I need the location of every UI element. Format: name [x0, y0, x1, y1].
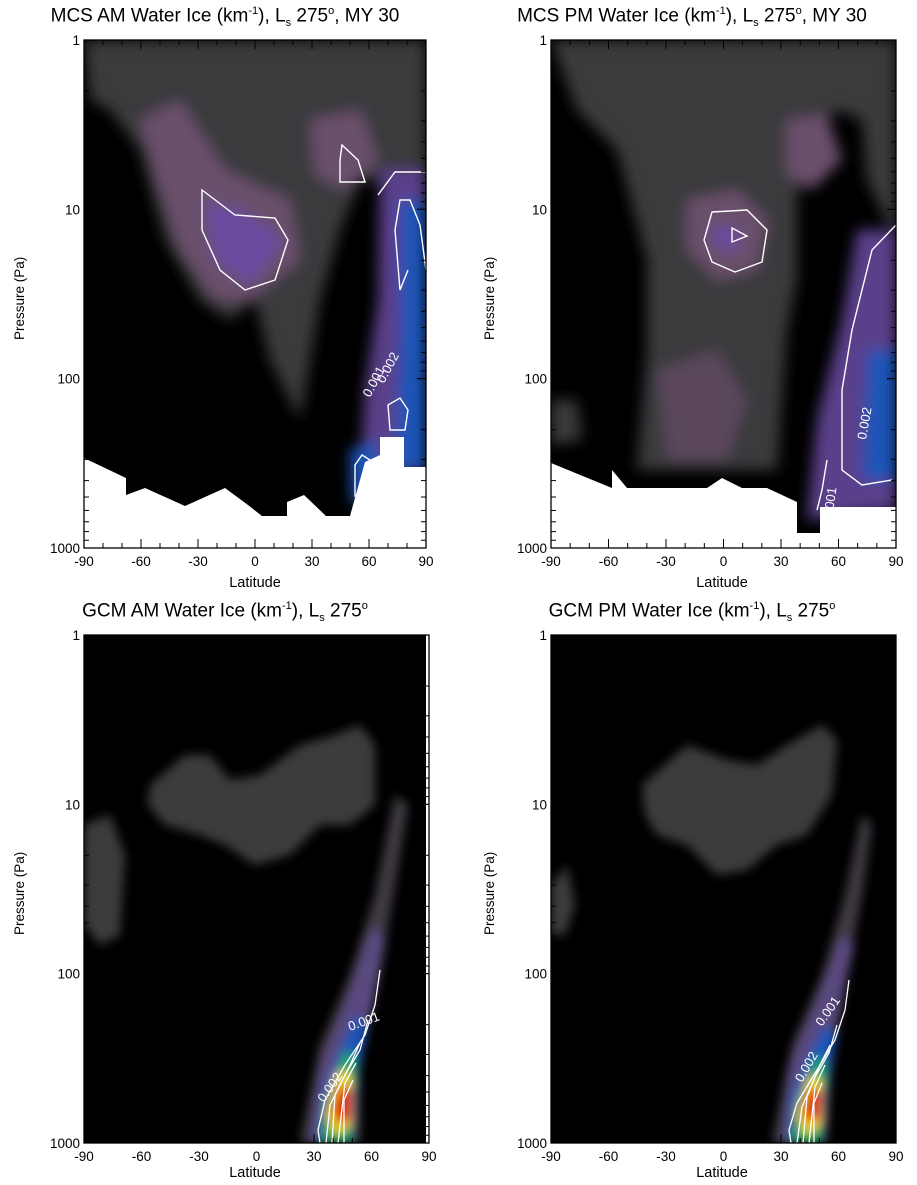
ice-blob-west: [551, 400, 582, 445]
ice-band-upper: [148, 725, 375, 865]
x-axis-label: Latitude: [696, 575, 748, 591]
chart-title: MCS PM Water Ice (km-1), Ls 275o, MY 30: [517, 5, 867, 30]
y-tick-label: 1000: [50, 1136, 80, 1151]
x-tick-label: -30: [656, 554, 676, 569]
y-tick-label: 100: [57, 372, 80, 387]
panel-gcm-pm: GCM PM Water Ice (km-1), Ls 275o Pressur…: [467, 595, 917, 1185]
x-tick-label: 0: [720, 1149, 728, 1164]
y-tick-label: 1000: [517, 1136, 547, 1151]
y-tick-label: 1: [539, 33, 547, 48]
ice-column-core: [862, 350, 896, 480]
y-tick-label: 1: [72, 33, 80, 48]
plot-mcs-pm: 0.002 0.001 -90 -60 -30 0 30 60 90 1 10 100 1000: [517, 33, 904, 569]
x-tick-label: 30: [773, 1149, 788, 1164]
y-tick-label: 100: [524, 967, 547, 982]
x-tick-label: -90: [541, 1149, 561, 1164]
x-tick-label: 60: [831, 1149, 846, 1164]
panel-mcs-am: MCS AM Water Ice (km-1), Ls 275o, MY 30 …: [0, 0, 450, 591]
y-tick-label: 10: [532, 797, 547, 812]
ice-field-north: [787, 115, 842, 190]
x-axis-label: Latitude: [229, 575, 281, 591]
y-tick-label: 1: [72, 628, 80, 643]
plot-background: [84, 635, 429, 1143]
ice-field-south: [657, 350, 747, 460]
ice-blob-west: [551, 865, 575, 935]
x-tick-label: -30: [656, 1149, 676, 1164]
x-tick-label: 60: [361, 554, 376, 569]
contour-label: 0.001: [820, 486, 839, 520]
ice-field-core: [712, 225, 742, 250]
x-tick-label: -90: [74, 554, 94, 569]
missing-data: [551, 463, 896, 548]
panel-gcm-am: GCM AM Water Ice (km-1), Ls 275o Pressur…: [0, 595, 450, 1185]
contour-label: 0.002: [854, 406, 874, 441]
x-tick-label: 90: [418, 554, 433, 569]
x-tick-label: 30: [773, 554, 788, 569]
chart-title: GCM PM Water Ice (km-1), Ls 275o: [548, 600, 836, 625]
y-tick-label: 1000: [517, 541, 547, 556]
x-axis-label: Latitude: [229, 1165, 281, 1181]
x-tick-label: 0: [251, 554, 259, 569]
x-tick-label: 30: [304, 554, 319, 569]
x-tick-label: -30: [188, 554, 208, 569]
x-tick-label: 0: [720, 554, 728, 569]
plot-background: [551, 635, 896, 1143]
x-tick-label: -60: [131, 554, 151, 569]
y-tick-label: 1: [539, 628, 547, 643]
y-tick-label: 10: [65, 202, 80, 217]
contours: [317, 969, 381, 1144]
y-tick-label: 100: [524, 372, 547, 387]
x-tick-label: -60: [599, 1149, 619, 1164]
x-tick-label: 90: [888, 1149, 903, 1164]
x-tick-label: -90: [74, 1149, 94, 1164]
x-tick-label: 60: [831, 554, 846, 569]
x-tick-label: 90: [421, 1149, 436, 1164]
x-tick-label: 90: [888, 554, 903, 569]
x-axis-label: Latitude: [696, 1165, 748, 1181]
chart-title: MCS AM Water Ice (km-1), Ls 275o, MY 30: [50, 5, 400, 30]
missing-data-strip: [426, 635, 429, 1143]
contours: [788, 979, 850, 1144]
contours: [201, 143, 427, 497]
x-tick-label: -30: [189, 1149, 209, 1164]
y-tick-label: 1000: [50, 541, 80, 556]
missing-data: [84, 437, 426, 548]
x-tick-label: 30: [306, 1149, 321, 1164]
x-tick-label: -60: [599, 554, 619, 569]
x-tick-label: 60: [364, 1149, 379, 1164]
y-tick-label: 10: [532, 202, 547, 217]
y-tick-label: 10: [65, 797, 80, 812]
panel-mcs-pm: MCS PM Water Ice (km-1), Ls 275o, MY 30 …: [467, 0, 917, 591]
x-tick-label: -90: [541, 554, 561, 569]
ice-blob-west: [84, 815, 125, 945]
x-tick-label: -60: [132, 1149, 152, 1164]
chart-title: GCM AM Water Ice (km-1), Ls 275o: [82, 600, 368, 625]
x-tick-label: 0: [253, 1149, 261, 1164]
ice-field-core: [205, 200, 285, 285]
y-tick-label: 100: [57, 967, 80, 982]
contours: [703, 209, 897, 511]
ice-band-upper: [642, 725, 837, 875]
